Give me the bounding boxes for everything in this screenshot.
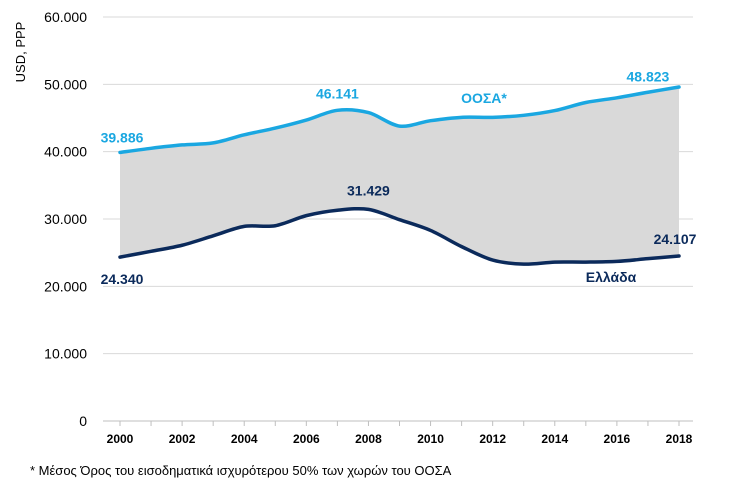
data-label: 31.429 [347,182,390,198]
data-label: 46.141 [316,85,359,101]
y-tick-label: 50.000 [44,76,87,92]
oecd-series-line [118,85,681,155]
y-axis-ticks: 0 10.000 20.000 30.000 40.000 50.000 60.000 [44,9,87,429]
data-label: 48.823 [627,68,670,84]
data-label: 24.340 [101,271,144,287]
x-tick-label: 2000 [107,432,134,446]
data-label: 24.107 [654,231,697,247]
y-tick-label: 60.000 [44,9,87,25]
x-tick-label: 2012 [479,432,506,446]
x-tick-label: 2018 [666,432,693,446]
data-label: 39.886 [101,129,144,145]
y-tick-label: 0 [79,413,87,429]
x-axis-tick-labels: 2000 2002 2004 2006 2008 2010 2012 2014 2016 2018 [107,432,693,446]
data-labels: 39.886 46.141 48.823 24.340 31.429 24.107 [101,68,697,287]
x-axis-ticks [119,421,680,426]
footnote: * Μέσος Όρος του εισοδηματικά ισχυρότερο… [30,463,452,478]
x-tick-label: 2014 [541,432,568,446]
y-tick-label: 10.000 [44,346,87,362]
y-axis-label: USD, PPP [13,22,28,83]
x-tick-label: 2004 [231,432,258,446]
y-tick-label: 30.000 [44,211,87,227]
y-tick-label: 40.000 [44,144,87,160]
y-tick-label: 20.000 [44,278,87,294]
x-tick-label: 2006 [293,432,320,446]
x-tick-label: 2016 [604,432,631,446]
greece-series-line [118,206,681,266]
x-tick-label: 2002 [169,432,196,446]
x-tick-label: 2010 [417,432,444,446]
oecd-series-label: ΟΟΣΑ* [461,90,507,106]
greece-series-label: Ελλάδα [586,269,637,285]
shaded-gap-area [120,87,679,265]
x-tick-label: 2008 [355,432,382,446]
